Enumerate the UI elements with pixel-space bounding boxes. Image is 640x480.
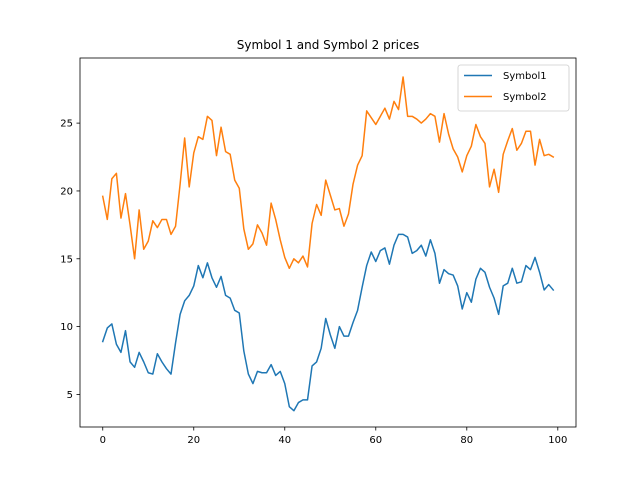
x-tick-label: 40 [278,435,291,446]
legend: Symbol1 Symbol2 [457,64,570,112]
legend-box [457,64,570,112]
y-tick-label: 15 [60,254,73,265]
y-tick-label: 20 [60,186,73,197]
axes [79,57,577,428]
x-tick-label: 100 [548,435,567,446]
y-tick-label: 25 [60,119,73,130]
y-tick-label: 5 [67,390,73,401]
x-tick-label: 80 [460,435,473,446]
plot-frame [79,57,577,428]
legend-label-symbol1: Symbol1 [503,71,547,82]
series-line-symbol2 [101,76,555,270]
series-line-symbol1 [101,233,555,412]
x-tick-label: 60 [369,435,382,446]
legend-label-symbol2: Symbol2 [503,92,547,103]
chart-title: Symbol 1 and Symbol 2 prices [237,38,419,52]
x-tick-label: 20 [187,435,200,446]
plot-lines [101,76,555,412]
x-tick-label: 0 [100,435,106,446]
x-axis-ticks: 0 20 40 60 80 100 [100,427,567,446]
y-axis-ticks: 5 10 15 20 25 [60,119,80,401]
y-tick-label: 10 [60,322,73,333]
